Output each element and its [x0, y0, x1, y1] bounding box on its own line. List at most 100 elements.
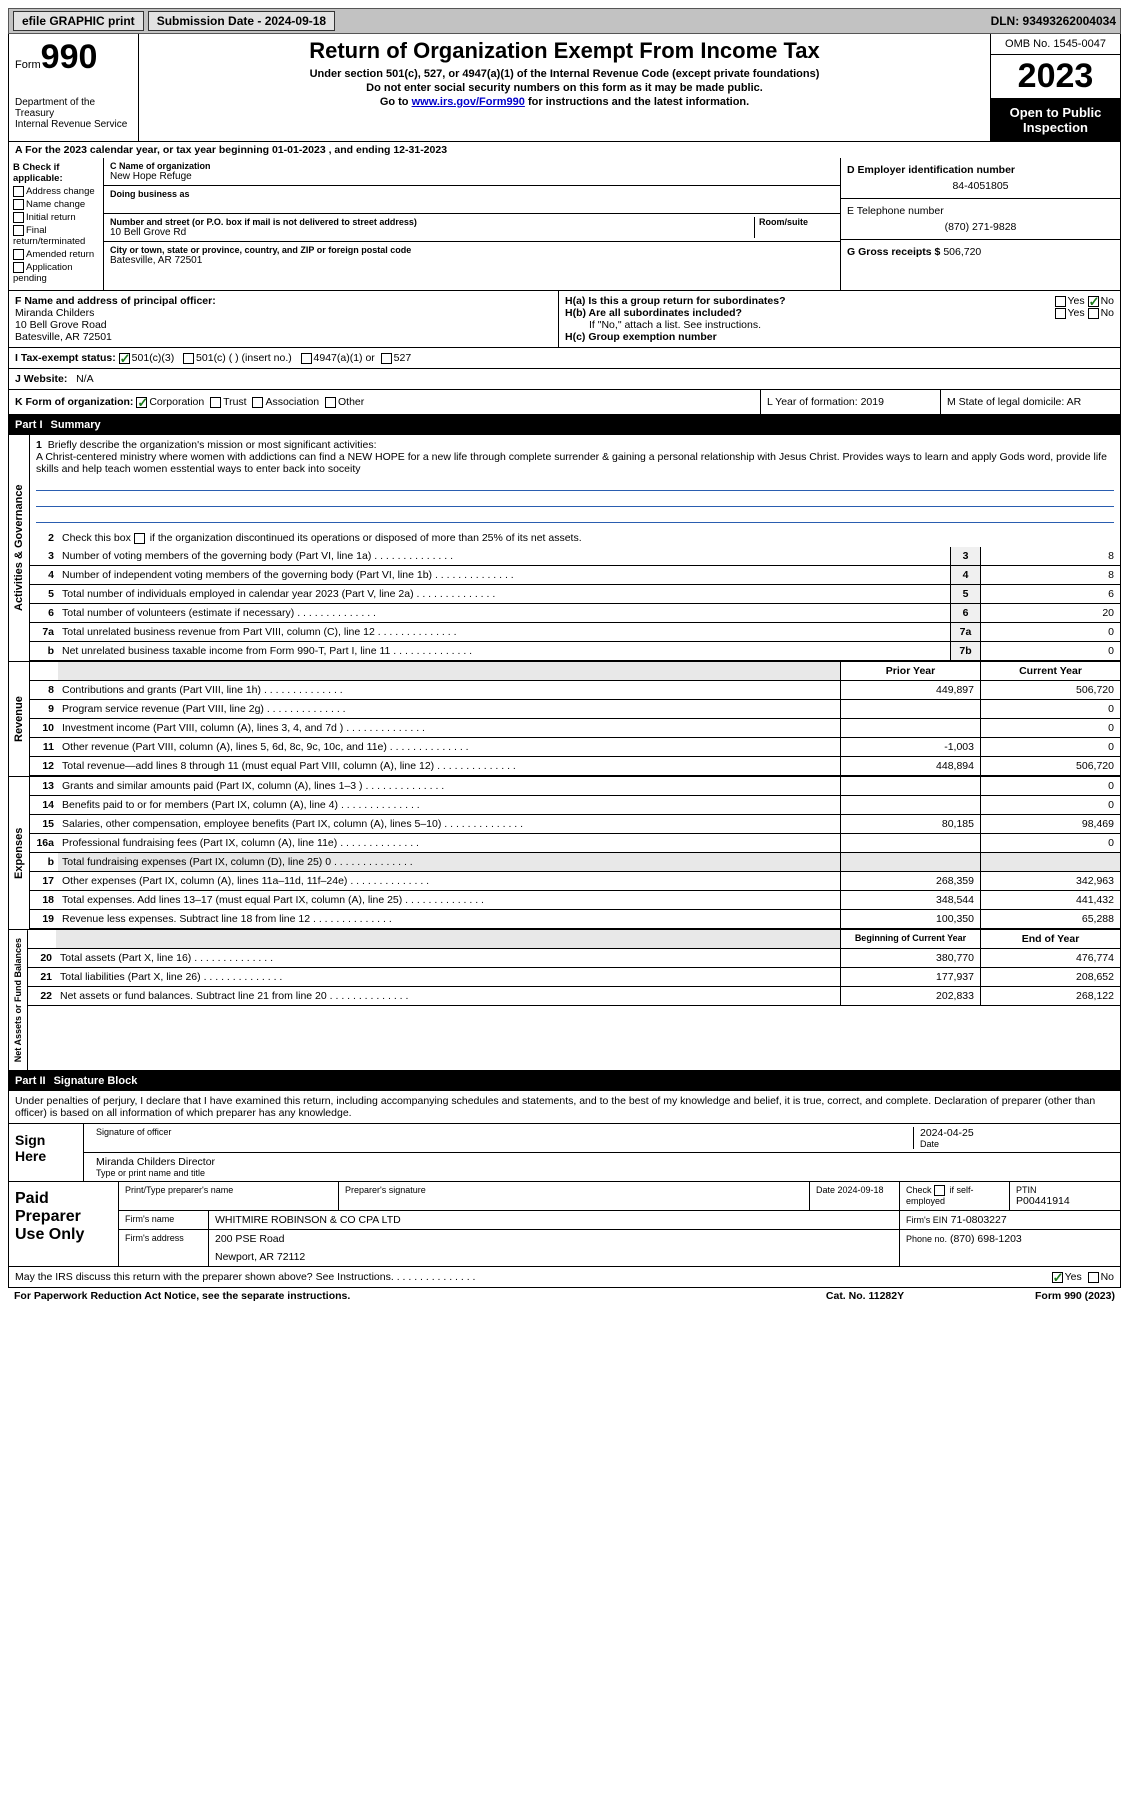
summary-row: 9Program service revenue (Part VIII, lin… [30, 700, 1120, 719]
summary-row: 19Revenue less expenses. Subtract line 1… [30, 910, 1120, 929]
summary-row: 3Number of voting members of the governi… [30, 547, 1120, 566]
officer-city: Batesville, AR 72501 [15, 331, 552, 343]
hb-yes[interactable] [1055, 308, 1066, 319]
summary-row: 7aTotal unrelated business revenue from … [30, 623, 1120, 642]
section-j: J Website: N/A [8, 369, 1121, 390]
section-a-block: B Check if applicable: Address change Na… [8, 158, 1121, 291]
f-label: F Name and address of principal officer: [15, 295, 552, 307]
street-addr: 10 Bell Grove Rd [110, 227, 754, 238]
chk-corp[interactable] [136, 397, 147, 408]
section-k: K Form of organization: Corporation Trus… [8, 390, 1121, 415]
vtext-rev: Revenue [9, 662, 30, 776]
hb-note: If "No," attach a list. See instructions… [565, 319, 1114, 331]
q1: Briefly describe the organization's miss… [48, 439, 377, 451]
summary-row: 17Other expenses (Part IX, column (A), l… [30, 872, 1120, 891]
org-name: New Hope Refuge [110, 171, 834, 182]
c-label: C Name of organization [110, 161, 834, 171]
chk-assoc[interactable] [252, 397, 263, 408]
hc-label: H(c) Group exemption number [565, 331, 1114, 343]
summary-row: 11Other revenue (Part VIII, column (A), … [30, 738, 1120, 757]
summary-row: 6Total number of volunteers (estimate if… [30, 604, 1120, 623]
dba-label: Doing business as [110, 189, 834, 199]
subtitle3: Go to www.irs.gov/Form990 for instructio… [147, 96, 982, 108]
tax-year: 2023 [991, 55, 1120, 99]
omb-number: OMB No. 1545-0047 [991, 34, 1120, 55]
hb-no[interactable] [1088, 308, 1099, 319]
chk-501c[interactable] [183, 353, 194, 364]
chk-selfemp[interactable] [934, 1185, 945, 1196]
form-number: 990 [41, 38, 98, 76]
addr-label: Number and street (or P.O. box if mail i… [110, 217, 754, 227]
chk-amended[interactable] [13, 249, 24, 260]
beg-header: Beginning of Current Year [840, 930, 980, 948]
page-footer: For Paperwork Reduction Act Notice, see … [8, 1288, 1121, 1304]
subtitle2: Do not enter social security numbers on … [147, 82, 982, 94]
dln-text: DLN: 93493262004034 [991, 14, 1116, 28]
chk-initial[interactable] [13, 212, 24, 223]
chk-other[interactable] [325, 397, 336, 408]
summary-netassets: Net Assets or Fund Balances Beginning of… [8, 930, 1121, 1071]
e-label: E Telephone number [847, 205, 1114, 217]
chk-discontinued[interactable] [134, 533, 145, 544]
summary-row: 18Total expenses. Add lines 13–17 (must … [30, 891, 1120, 910]
room-label: Room/suite [759, 217, 834, 227]
vtext-exp: Expenses [9, 777, 30, 929]
officer-addr: 10 Bell Grove Road [15, 319, 552, 331]
chk-final[interactable] [13, 225, 24, 236]
summary-row: 22Net assets or fund balances. Subtract … [28, 987, 1120, 1006]
efile-button[interactable]: efile GRAPHIC print [13, 11, 144, 31]
chk-4947[interactable] [301, 353, 312, 364]
irs-text: Internal Revenue Service [15, 119, 132, 130]
chk-pending[interactable] [13, 262, 24, 273]
paperwork-notice: For Paperwork Reduction Act Notice, see … [14, 1290, 765, 1302]
b-label: B Check if applicable: [13, 162, 99, 184]
i-label: I Tax-exempt status: [15, 352, 116, 364]
chk-name[interactable] [13, 199, 24, 210]
sign-here-label: Sign Here [9, 1124, 84, 1181]
section-f-block: F Name and address of principal officer:… [8, 291, 1121, 348]
ha-yes[interactable] [1055, 296, 1066, 307]
subdate-button[interactable]: Submission Date - 2024-09-18 [148, 11, 335, 31]
summary-expenses: Expenses 13Grants and similar amounts pa… [8, 777, 1121, 930]
phone-value: (870) 271-9828 [847, 221, 1114, 233]
section-i: I Tax-exempt status: 501(c)(3) 501(c) ( … [8, 348, 1121, 369]
form-prefix: Form [15, 59, 41, 71]
form-title: Return of Organization Exempt From Incom… [147, 38, 982, 64]
ha-no[interactable] [1088, 296, 1099, 307]
cat-no: Cat. No. 11282Y [765, 1290, 965, 1302]
part2-header: Part II Signature Block [8, 1071, 1121, 1091]
form-ref: Form 990 (2023) [965, 1290, 1115, 1302]
line-a: A For the 2023 calendar year, or tax yea… [8, 142, 1121, 158]
summary-row: bTotal fundraising expenses (Part IX, co… [30, 853, 1120, 872]
chk-trust[interactable] [210, 397, 221, 408]
signature-block: Under penalties of perjury, I declare th… [8, 1091, 1121, 1182]
chk-501c3[interactable] [119, 353, 130, 364]
vtext-gov: Activities & Governance [9, 435, 30, 661]
dept-text: Department of the Treasury [15, 97, 132, 119]
l-year: L Year of formation: 2019 [760, 390, 940, 414]
prior-header: Prior Year [840, 662, 980, 680]
chk-address[interactable] [13, 186, 24, 197]
chk-527[interactable] [381, 353, 392, 364]
discuss-yes[interactable] [1052, 1272, 1063, 1283]
discuss-no[interactable] [1088, 1272, 1099, 1283]
hb-label: H(b) Are all subordinates included? [565, 307, 742, 319]
j-label: J Website: [15, 373, 67, 385]
vtext-net: Net Assets or Fund Balances [9, 930, 28, 1070]
summary-row: 15Salaries, other compensation, employee… [30, 815, 1120, 834]
summary-row: 13Grants and similar amounts paid (Part … [30, 777, 1120, 796]
officer-name: Miranda Childers [15, 307, 552, 319]
summary-governance: Activities & Governance 1 Briefly descri… [8, 435, 1121, 662]
part1-header: Part I Summary [8, 415, 1121, 435]
discuss-row: May the IRS discuss this return with the… [8, 1267, 1121, 1288]
summary-row: 14Benefits paid to or for members (Part … [30, 796, 1120, 815]
g-label: G Gross receipts $ [847, 246, 940, 258]
summary-row: 10Investment income (Part VIII, column (… [30, 719, 1120, 738]
irs-link[interactable]: www.irs.gov/Form990 [412, 96, 525, 108]
m-state: M State of legal domicile: AR [940, 390, 1120, 414]
top-toolbar: efile GRAPHIC print Submission Date - 20… [8, 8, 1121, 34]
summary-row: 5Total number of individuals employed in… [30, 585, 1120, 604]
summary-row: 21Total liabilities (Part X, line 26)177… [28, 968, 1120, 987]
city-label: City or town, state or province, country… [110, 245, 834, 255]
k-label: K Form of organization: [15, 396, 133, 408]
